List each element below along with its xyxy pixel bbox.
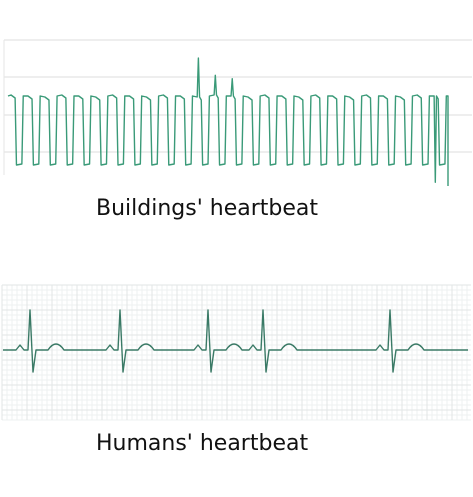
human-chart-title: Humans' heartbeat xyxy=(96,431,309,456)
human-chart-grid xyxy=(1,284,471,421)
building-heartbeat-line xyxy=(7,57,449,186)
human-heartbeat-line xyxy=(3,309,468,373)
building-chart-title: Buildings' heartbeat xyxy=(96,196,318,221)
